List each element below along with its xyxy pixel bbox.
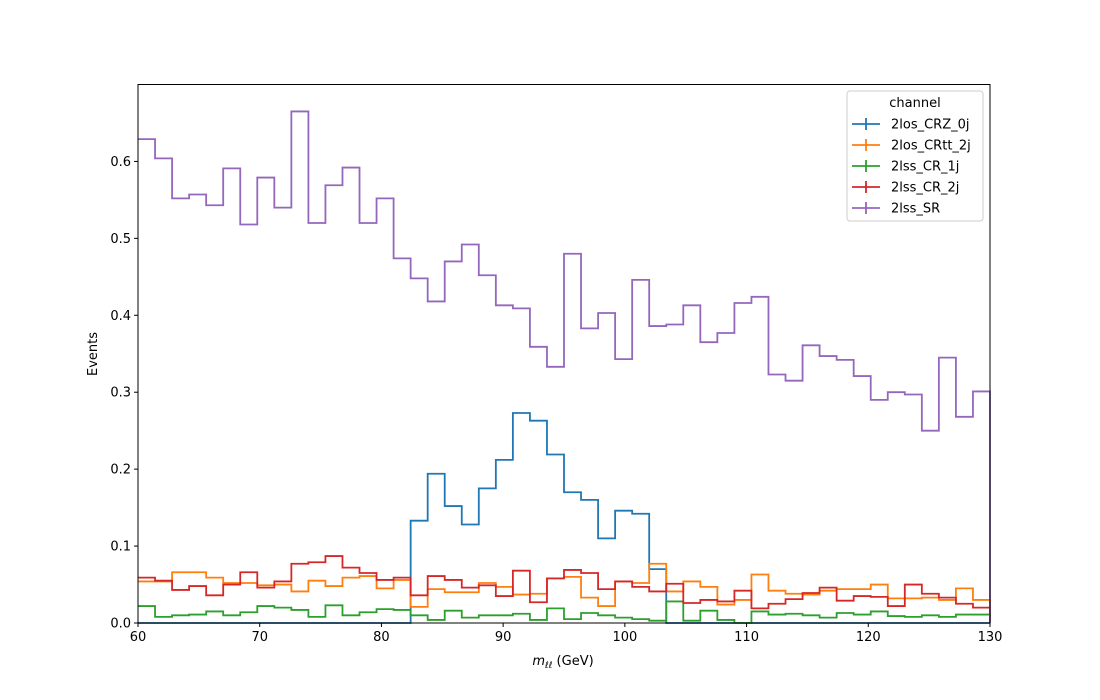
legend: channel 2los_CRZ_0j 2los_CRtt_2j 2lss_CR_1… [846, 90, 984, 222]
x-tick-label: 110 [734, 630, 759, 645]
x-axis-label-symbol: m [532, 654, 545, 669]
y-ticks: 0.0 0.1 0.2 0.3 0.4 0.5 0.6 [110, 155, 138, 632]
plot-frame [137, 84, 991, 624]
legend-label: 2los_CRtt_2j [891, 139, 971, 154]
y-tick-label: 0.4 [110, 309, 131, 324]
legend-entry: 2lss_SR [852, 202, 940, 217]
series-line-2lss_CR_1j [138, 600, 991, 624]
x-axis-label-unit: (GeV) [552, 654, 593, 669]
legend-label: 2lss_CR_1j [891, 160, 959, 175]
x-axis-label: mℓℓ (GeV) [532, 654, 593, 671]
y-tick-label: 0.2 [110, 463, 131, 478]
series-line-2lss_CR_2j [138, 555, 991, 623]
x-tick-label: 100 [612, 630, 637, 645]
x-ticks: 60 70 80 90 100 110 120 130 [130, 623, 1003, 645]
series-line-2los_CRtt_2j [138, 562, 991, 608]
legend-entry: 2lss_CR_2j [852, 181, 959, 196]
x-tick-label: 120 [856, 630, 881, 645]
x-tick-label: 130 [978, 630, 1003, 645]
x-tick-label: 60 [130, 630, 147, 645]
legend-entry: 2los_CRZ_0j [852, 118, 970, 133]
legend-entries: 2los_CRZ_0j 2los_CRtt_2j 2lss_CR_1j 2lss_CR… [852, 118, 971, 217]
y-tick-label: 0.0 [110, 617, 131, 632]
y-axis-label: Events [86, 332, 101, 376]
legend-label: 2lss_SR [891, 202, 940, 217]
series-line-2los_CRZ_0j [138, 412, 990, 624]
legend-label: 2lss_CR_2j [891, 181, 959, 196]
legend-label: 2los_CRZ_0j [891, 118, 970, 133]
y-tick-label: 0.3 [110, 386, 131, 401]
y-tick-label: 0.1 [110, 540, 131, 555]
x-tick-label: 80 [373, 630, 390, 645]
x-tick-label: 70 [251, 630, 268, 645]
series-line-2lss_SR [138, 110, 991, 623]
legend-entry: 2lss_CR_1j [852, 160, 959, 175]
x-axis-label-subscript: ℓℓ [544, 661, 552, 671]
legend-entry: 2los_CRtt_2j [852, 139, 971, 154]
x-tick-label: 90 [495, 630, 512, 645]
legend-box [846, 90, 984, 222]
legend-title: channel [889, 96, 940, 111]
y-tick-label: 0.5 [110, 232, 131, 247]
y-tick-label: 0.6 [110, 155, 131, 170]
